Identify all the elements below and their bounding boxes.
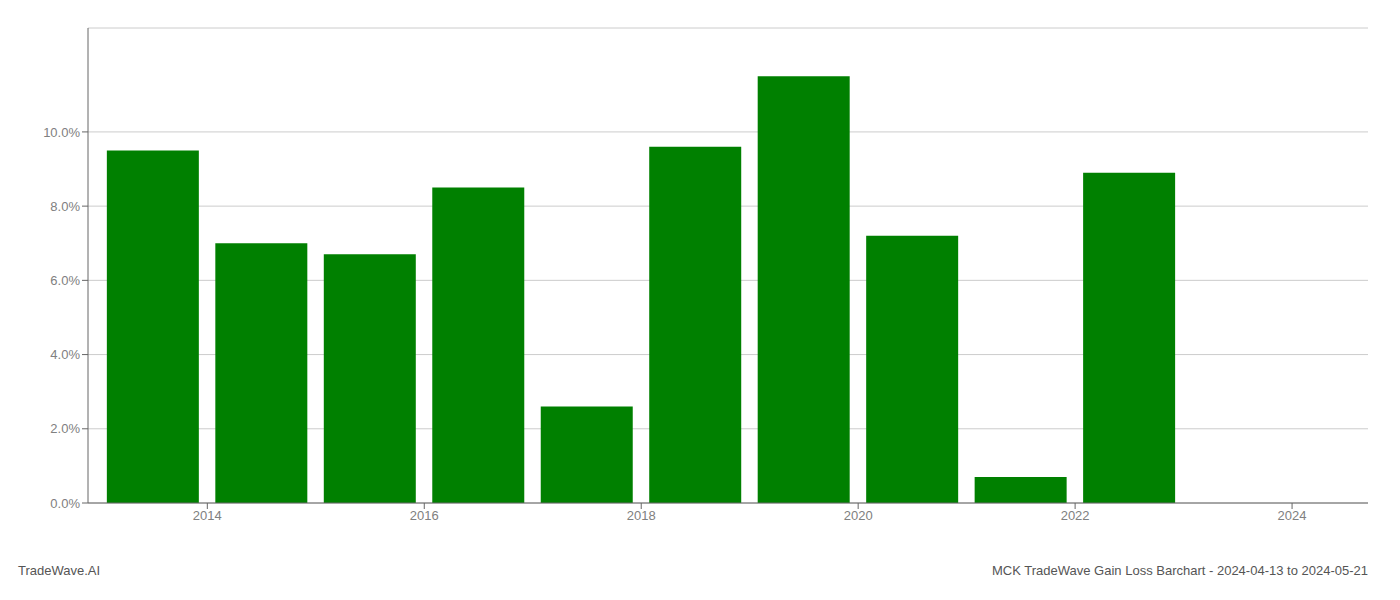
svg-text:6.0%: 6.0%	[50, 273, 80, 288]
svg-text:10.0%: 10.0%	[43, 125, 80, 140]
svg-text:2014: 2014	[193, 508, 222, 523]
svg-text:2.0%: 2.0%	[50, 421, 80, 436]
svg-text:2018: 2018	[627, 508, 656, 523]
svg-text:2024: 2024	[1278, 508, 1307, 523]
svg-text:8.0%: 8.0%	[50, 199, 80, 214]
svg-text:2022: 2022	[1061, 508, 1090, 523]
svg-text:2020: 2020	[844, 508, 873, 523]
svg-text:0.0%: 0.0%	[50, 496, 80, 511]
svg-text:2016: 2016	[410, 508, 439, 523]
html-text:TradeWave.AI: TradeWave.AI	[18, 563, 101, 578]
svg-text:4.0%: 4.0%	[50, 347, 80, 362]
html-text:MCK TradeWave Gain Loss Barcha: MCK TradeWave Gain Loss Barchart - 2024-…	[992, 563, 1368, 578]
